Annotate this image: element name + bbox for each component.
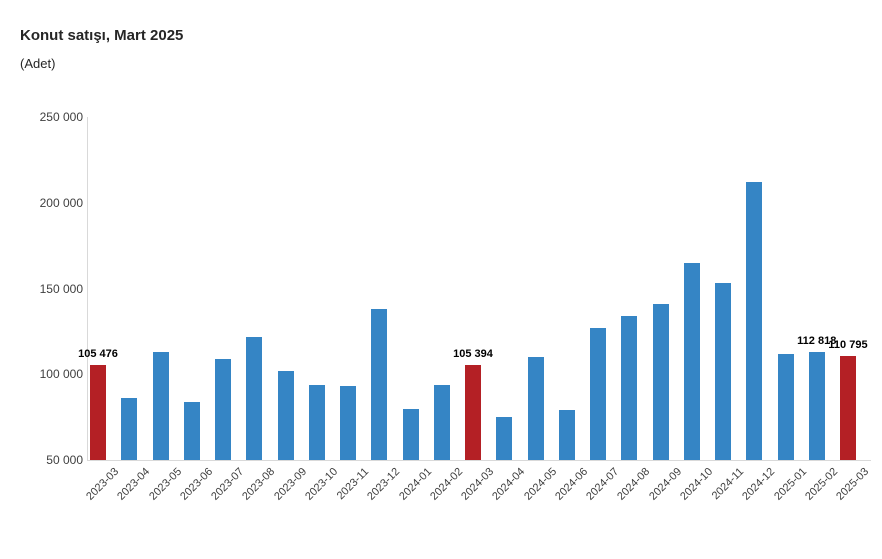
y-tick-label: 100 000 — [39, 367, 83, 382]
chart-subtitle: (Adet) — [20, 56, 56, 71]
bar-2025-03 — [840, 356, 856, 460]
chart-title: Konut satışı, Mart 2025 — [20, 27, 184, 44]
data-label-2023-03: 105 476 — [78, 348, 118, 360]
bar-2024-07 — [590, 328, 606, 460]
bar-2023-04 — [121, 398, 138, 460]
y-tick-label: 250 000 — [39, 110, 83, 124]
bar-2024-03 — [465, 365, 481, 460]
y-tick-label: 200 000 — [39, 195, 83, 210]
bar-2024-05 — [527, 357, 544, 460]
bar-2024-10 — [683, 263, 700, 460]
bar-2024-09 — [652, 304, 669, 460]
bar-2023-12 — [371, 309, 388, 460]
bar-2023-10 — [308, 385, 325, 460]
bar-2025-02 — [808, 352, 825, 460]
data-label-2025-02: 112 818 — [797, 335, 837, 347]
bar-2023-08 — [246, 337, 263, 460]
bar-2024-12 — [746, 182, 763, 460]
bar-2023-07 — [215, 359, 231, 460]
bar-2024-06 — [558, 410, 575, 460]
data-label-2024-03: 105 394 — [453, 348, 493, 360]
data-label-2025-03: 110 795 — [828, 339, 868, 351]
bar-2023-03 — [90, 365, 106, 460]
bar-2024-08 — [621, 316, 638, 460]
bar-2023-06 — [183, 402, 200, 460]
plot-area: 105 476 2023-03 2023-04 2023-05 2023-06 2023-… — [78, 117, 871, 503]
bar-2023-05 — [152, 352, 169, 460]
bar-2024-01 — [402, 409, 419, 460]
y-tick-label: 50 000 — [46, 453, 83, 467]
bar-2024-04 — [496, 417, 513, 460]
bar-2024-11 — [715, 283, 731, 460]
bar-2023-11 — [340, 386, 356, 460]
bar-2024-02 — [433, 385, 450, 460]
bar-2025-01 — [777, 354, 794, 460]
y-axis: 50 000 100 000 150 000 200 000 250 000 — [0, 110, 83, 467]
y-tick-label: 150 000 — [39, 281, 83, 296]
bar-2023-09 — [277, 371, 294, 460]
